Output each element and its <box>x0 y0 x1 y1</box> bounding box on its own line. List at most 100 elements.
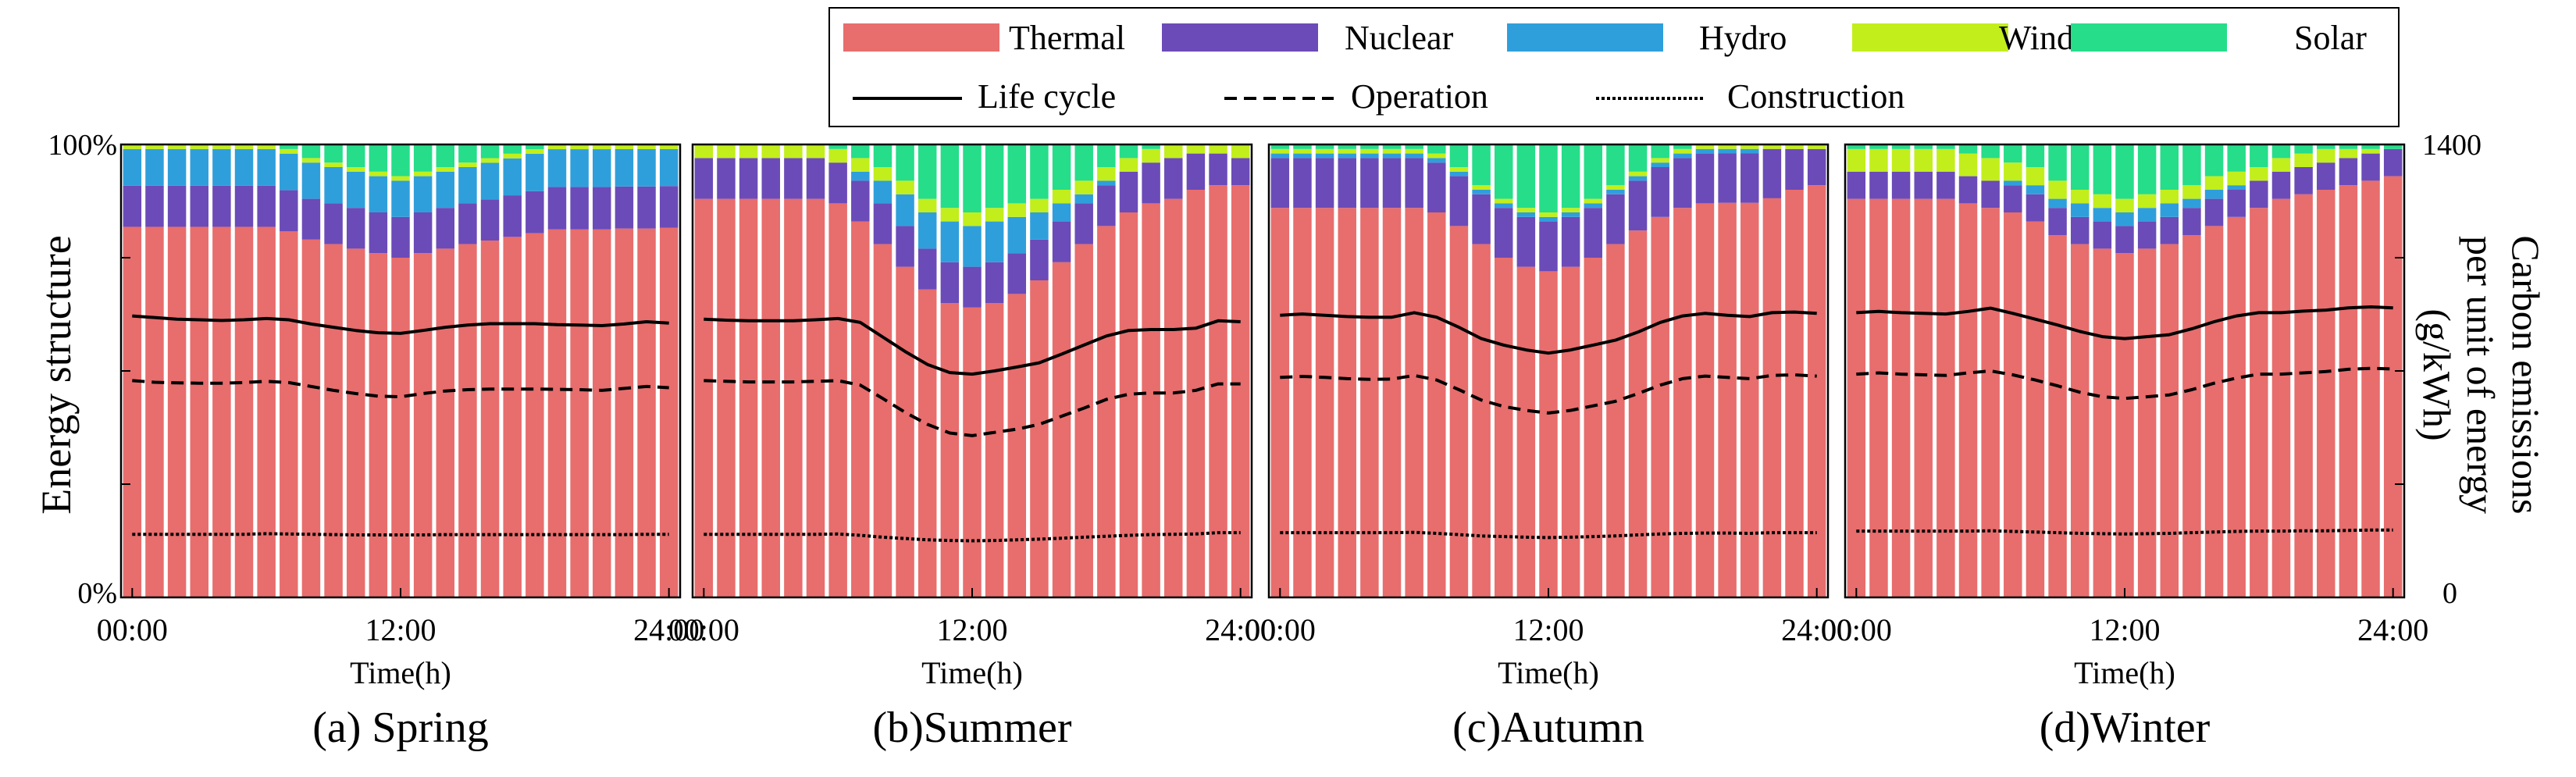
bar-thermal-h1 <box>145 226 164 597</box>
bar-solar-h14 <box>2160 144 2179 190</box>
bar-nuclear-h18 <box>526 191 544 233</box>
bar-solar-h4 <box>1360 144 1379 149</box>
bar-solar-h10 <box>917 144 937 199</box>
bar-hydro-h11 <box>940 221 960 262</box>
bar-thermal-h20 <box>570 229 589 597</box>
bar-solar-h7 <box>1427 144 1446 154</box>
bar-thermal-h23 <box>1209 185 1227 597</box>
bar-wind-h4 <box>1360 148 1379 154</box>
bar-thermal-h3 <box>1338 208 1356 597</box>
legend-swatch-solar <box>2071 23 2227 52</box>
bar-wind-h12 <box>963 212 982 226</box>
bar-solar-h14 <box>1007 144 1027 204</box>
bar-thermal-h24 <box>1807 185 1826 597</box>
bar-hydro-h15 <box>2182 198 2201 209</box>
bar-hydro-h20 <box>1718 148 1737 154</box>
bar-thermal-h10 <box>2070 244 2090 597</box>
bar-wind-h5 <box>806 144 825 159</box>
bar-nuclear-h24 <box>659 186 679 228</box>
bar-nuclear-h22 <box>1186 153 1206 190</box>
bar-thermal-h20 <box>2294 194 2313 598</box>
bar-thermal-h15 <box>1606 244 1625 597</box>
panel-4: 00:00 12:00 24:00 Time(h) (d)Winter <box>1821 143 2428 752</box>
bar-wind-h11 <box>2093 194 2112 209</box>
bar-hydro-h14 <box>1007 216 1027 254</box>
bar-nuclear-h17 <box>2227 190 2246 217</box>
bar-thermal-h21 <box>1164 198 1183 597</box>
bar-thermal-h5 <box>234 226 254 597</box>
bar-solar-h7 <box>851 144 870 159</box>
bar-wind-h0 <box>123 144 142 149</box>
bar-wind-h4 <box>212 144 231 149</box>
bar-wind-h13 <box>985 208 1004 222</box>
bar-nuclear-h6 <box>828 162 847 204</box>
bar-nuclear-h17 <box>1651 167 1669 217</box>
bar-hydro-h1 <box>145 148 164 186</box>
bar-solar-h13 <box>985 144 1004 209</box>
bar-hydro-h18 <box>526 153 544 191</box>
bar-thermal-h16 <box>1052 262 1071 597</box>
bar-nuclear-h19 <box>547 187 567 230</box>
bar-hydro-h8 <box>1449 171 1469 176</box>
bar-solar-h19 <box>1119 144 1138 159</box>
line-life-cycle <box>1856 305 2393 340</box>
bar-wind-h15 <box>2182 185 2201 199</box>
bar-hydro-h3 <box>1338 153 1356 159</box>
bar-thermal-h17 <box>1651 216 1669 597</box>
bar-hydro-h13 <box>1561 212 1580 217</box>
bar-thermal-h5 <box>1958 203 1978 597</box>
bar-wind-h24 <box>1231 144 1250 159</box>
bar-wind-h6 <box>1981 158 2000 181</box>
left-tick-bottom: 0% <box>77 577 117 610</box>
bar-thermal-h17 <box>2227 216 2246 597</box>
bar-hydro-h10 <box>2070 203 2090 217</box>
bar-solar-h7 <box>2004 144 2022 163</box>
bar-hydro-h16 <box>480 162 500 200</box>
line-operation <box>1280 373 1817 415</box>
bar-nuclear-h23 <box>1209 153 1227 186</box>
bar-thermal-h17 <box>503 237 522 597</box>
bar-wind-h13 <box>413 171 433 176</box>
bar-wind-h15 <box>1606 185 1625 190</box>
bar-hydro-h3 <box>190 148 208 186</box>
x-tick-label: 00:00 <box>1821 612 1892 647</box>
bar-thermal-h8 <box>1449 226 1469 597</box>
bar-nuclear-h16 <box>2204 198 2224 226</box>
bar-wind-h10 <box>917 198 937 212</box>
bar-solar-h8 <box>2026 144 2045 167</box>
bar-solar-h15 <box>1030 144 1049 199</box>
bar-thermal-h11 <box>940 303 960 597</box>
bar-wind-h6 <box>257 144 276 149</box>
bar-thermal-h19 <box>2271 198 2291 597</box>
bar-hydro-h15 <box>1606 190 1625 194</box>
bar-hydro-h10 <box>917 212 937 249</box>
bar-thermal-h12 <box>1539 271 1558 597</box>
bar-nuclear-h4 <box>212 185 231 227</box>
bar-solar-h20 <box>2294 144 2313 154</box>
bar-thermal-h0 <box>1270 208 1290 597</box>
bar-nuclear-h20 <box>1718 153 1737 203</box>
bar-nuclear-h2 <box>1891 171 1911 199</box>
bar-wind-h8 <box>1449 167 1469 172</box>
bar-solar-h10 <box>2070 144 2090 190</box>
bar-wind-h13 <box>1561 208 1580 212</box>
bar-nuclear-h21 <box>1740 153 1759 203</box>
bar-thermal-h0 <box>694 198 714 597</box>
bar-wind-h3 <box>1914 148 1933 172</box>
bar-thermal-h15 <box>458 244 477 597</box>
bar-hydro-h21 <box>593 149 611 187</box>
bar-hydro-h2 <box>167 148 187 186</box>
bar-thermal-h22 <box>2339 185 2358 597</box>
bar-hydro-h4 <box>212 148 231 186</box>
bar-thermal-h8 <box>301 239 321 597</box>
bar-nuclear-h18 <box>2250 180 2268 209</box>
bar-nuclear-h3 <box>1338 158 1356 209</box>
bar-hydro-h17 <box>1074 194 1093 204</box>
bar-thermal-h24 <box>659 227 679 597</box>
bar-hydro-h2 <box>1315 153 1334 159</box>
bar-thermal-h3 <box>761 198 780 597</box>
line-construction <box>1856 528 2393 536</box>
bar-nuclear-h21 <box>1164 158 1183 199</box>
bar-thermal-h16 <box>2204 226 2224 597</box>
bar-thermal-h2 <box>1315 208 1334 597</box>
